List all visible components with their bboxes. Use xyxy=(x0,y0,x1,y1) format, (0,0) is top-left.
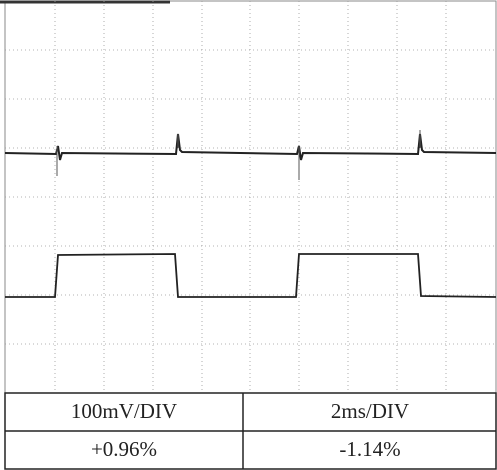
screen-frame xyxy=(4,0,497,394)
time-error: -1.14% xyxy=(339,437,400,461)
time-per-div: 2ms/DIV xyxy=(331,399,409,423)
volts-per-div: 100mV/DIV xyxy=(71,399,177,423)
graticule xyxy=(5,1,496,393)
trace-spikes xyxy=(56,130,421,180)
square-wave-trace xyxy=(5,253,497,298)
volts-error: +0.96% xyxy=(91,437,157,461)
settings-table xyxy=(4,392,497,470)
